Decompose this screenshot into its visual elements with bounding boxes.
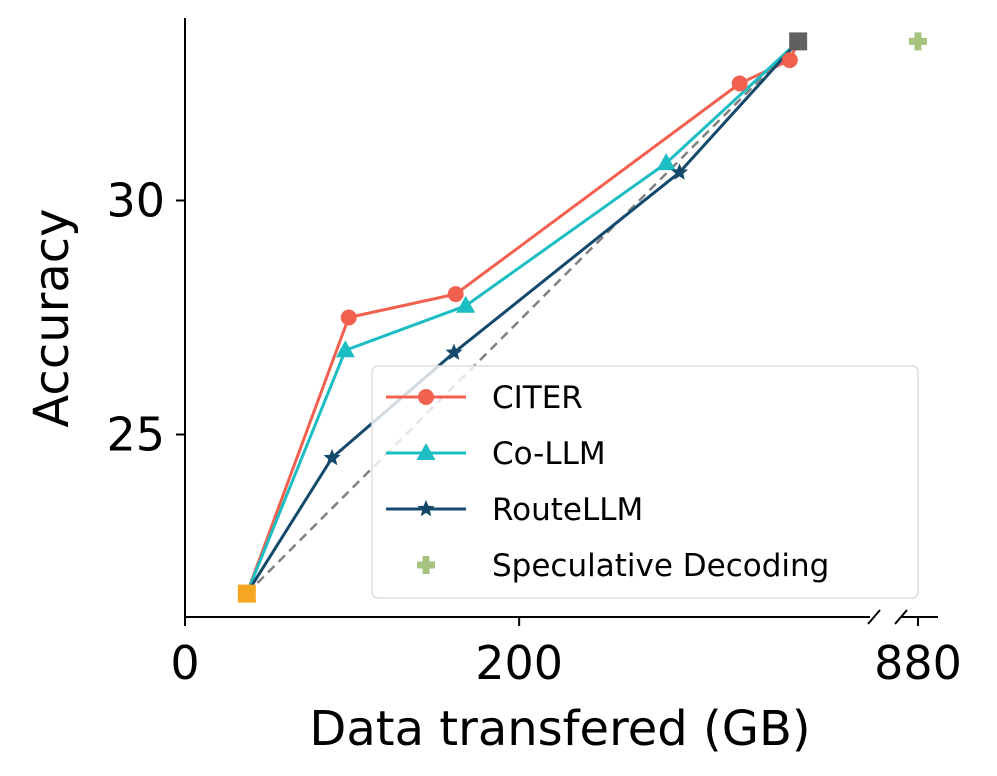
data-point-co-llm bbox=[456, 295, 476, 313]
y-axis-title: Accuracy bbox=[24, 208, 80, 427]
endpoint-small-model bbox=[237, 584, 256, 603]
data-point-citer bbox=[340, 309, 357, 326]
legend: CITER Co-LLM RouteLLM Speculative Decoding bbox=[371, 365, 919, 599]
x-axis-break-mark bbox=[867, 609, 881, 625]
legend-marker-routellm bbox=[417, 500, 435, 517]
legend-marker-co-llm bbox=[416, 443, 436, 460]
x-axis-break-mark bbox=[894, 609, 908, 625]
data-point-co-llm bbox=[656, 153, 676, 171]
data-point-citer bbox=[731, 75, 748, 92]
legend-label-speculative-decoding: Speculative Decoding bbox=[492, 548, 829, 584]
data-point-citer bbox=[781, 52, 798, 69]
legend-marker-citer bbox=[418, 389, 434, 405]
axis-ticks: 0 200 880 25 30 bbox=[106, 174, 961, 690]
legend-label-citer: CITER bbox=[492, 380, 583, 416]
x-tick-label: 200 bbox=[475, 636, 563, 690]
legend-box bbox=[371, 365, 919, 599]
legend-label-co-llm: Co-LLM bbox=[492, 436, 606, 472]
endpoint-large-model bbox=[789, 32, 808, 51]
reference-diagonal-line bbox=[245, 40, 800, 595]
plot-area bbox=[237, 32, 927, 603]
x-tick-label: 880 bbox=[874, 636, 962, 690]
legend-label-routellm: RouteLLM bbox=[492, 492, 643, 528]
data-point-co-llm bbox=[335, 340, 355, 358]
legend-marker-speculative-decoding bbox=[417, 556, 435, 574]
data-point-routellm bbox=[445, 343, 463, 360]
data-point-speculative-decoding bbox=[909, 32, 927, 51]
x-tick-label: 0 bbox=[170, 636, 199, 690]
data-point-routellm bbox=[671, 163, 689, 180]
y-tick-label: 25 bbox=[106, 407, 165, 461]
x-axis-title: Data transfered (GB) bbox=[309, 701, 810, 757]
data-point-routellm bbox=[323, 448, 341, 466]
data-point-citer bbox=[447, 286, 464, 303]
y-tick-label: 30 bbox=[106, 174, 165, 228]
